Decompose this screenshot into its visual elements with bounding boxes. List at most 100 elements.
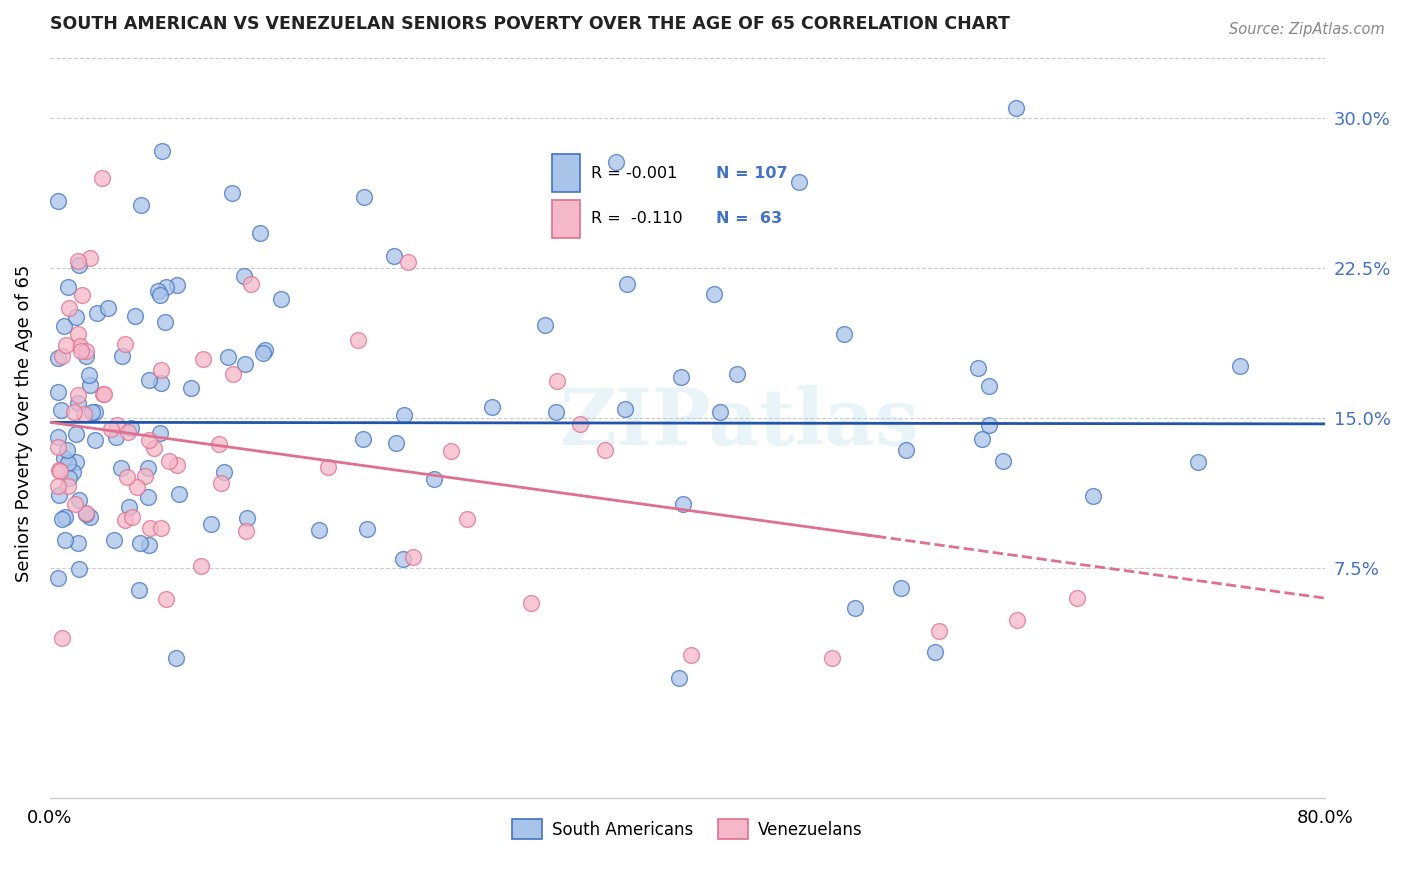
Point [681,648,703,662]
Point [252,346,274,360]
Point [546,405,568,419]
Point [138,434,160,448]
Point [308,523,330,537]
Point [70,343,93,358]
Point [48,463,70,477]
Point [402,550,425,565]
Point [53,510,76,524]
Point [149,521,172,535]
Point [79,368,101,382]
Point [65,497,87,511]
Point [67,493,90,508]
Point [65,455,87,469]
Point [138,537,160,551]
Point [52,451,75,466]
Point [423,472,446,486]
Point [844,601,866,615]
Point [152,144,174,158]
Point [725,367,748,381]
Point [481,400,503,414]
Point [121,510,143,524]
Point [46,385,69,400]
Point [991,454,1014,468]
Point [105,418,128,433]
Point [67,395,90,409]
Point [249,227,271,241]
Point [709,405,731,419]
Point [70,288,93,302]
Point [150,363,173,377]
Point [672,497,695,511]
Point [110,349,132,363]
Point [456,512,478,526]
Point [155,591,177,606]
Point [928,624,950,639]
Bar [553,200,579,238]
Point [56,442,79,457]
Point [103,533,125,548]
Point [605,155,627,169]
Point [84,433,107,447]
Point [613,402,636,417]
Point [1187,455,1209,469]
Bar [553,154,579,192]
Point [894,442,917,457]
Point [233,268,256,283]
Point [977,417,1000,432]
Point [217,350,239,364]
Point [384,435,406,450]
Point [63,405,86,419]
Point [93,387,115,401]
Point [396,255,419,269]
Point [191,352,214,367]
Point [157,454,180,468]
Text: R = -0.001: R = -0.001 [591,166,678,181]
Point [200,516,222,531]
Point [546,374,568,388]
Point [48,464,70,478]
Point [118,500,141,514]
Point [52,319,75,334]
Point [66,535,89,549]
Point [353,190,375,204]
Point [166,458,188,472]
Point [270,293,292,307]
Point [703,287,725,301]
Point [58,471,80,485]
Point [208,436,231,450]
Point [136,460,159,475]
Text: SOUTH AMERICAN VS VENEZUELAN SENIORS POVERTY OVER THE AGE OF 65 CORRELATION CHAR: SOUTH AMERICAN VS VENEZUELAN SENIORS POV… [49,15,1010,33]
Point [75,506,97,520]
Point [440,443,463,458]
Point [1229,359,1251,374]
Point [48,487,70,501]
Point [129,535,152,549]
Point [46,571,69,585]
Point [924,645,946,659]
Point [316,460,339,475]
Point [56,479,79,493]
Point [382,249,405,263]
Point [100,422,122,436]
Point [668,671,690,685]
Point [46,440,69,454]
Point [66,253,89,268]
Point [253,343,276,357]
Point [73,407,96,421]
Point [221,186,243,200]
Point [671,370,693,384]
Point [180,381,202,395]
Point [67,327,90,342]
Point [75,507,97,521]
Point [56,456,79,470]
Point [86,306,108,320]
Text: Source: ZipAtlas.com: Source: ZipAtlas.com [1229,22,1385,37]
Point [239,277,262,291]
Point [46,430,69,444]
Point [821,651,844,665]
Point [1005,102,1028,116]
Point [352,432,374,446]
Point [616,277,638,292]
Point [49,403,72,417]
Point [115,470,138,484]
